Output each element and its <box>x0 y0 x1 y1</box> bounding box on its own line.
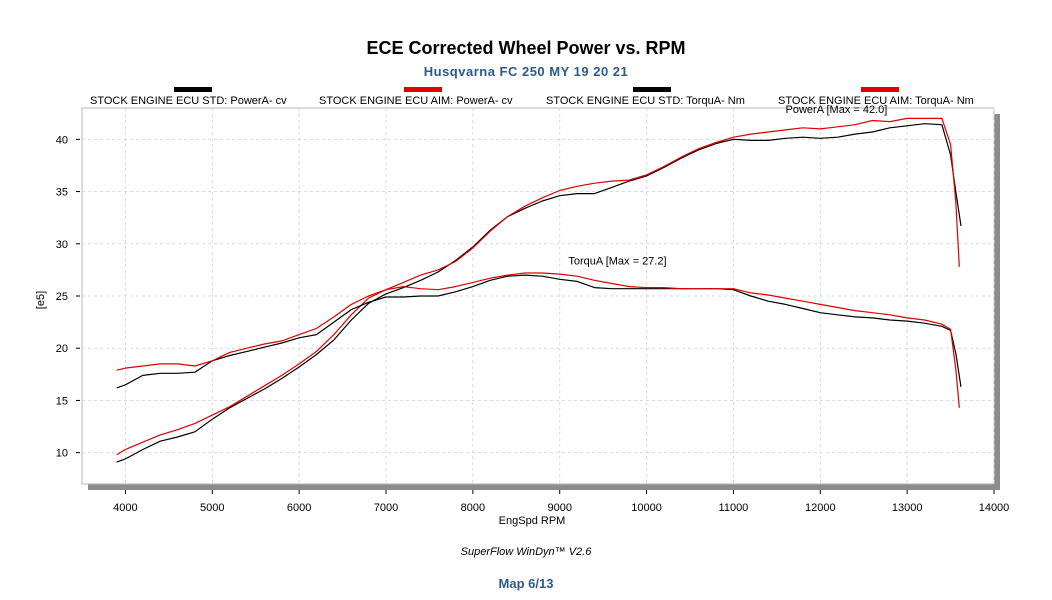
y-tick-label: 10 <box>56 448 68 460</box>
y-axis-title: [e5] <box>35 291 47 309</box>
y-tick-label: 20 <box>56 343 68 355</box>
legend-swatch-std-torque <box>633 87 671 92</box>
x-tick-label: 4000 <box>113 502 137 514</box>
x-tick-label: 8000 <box>461 502 485 514</box>
legend-label-std-torque: STOCK ENGINE ECU STD: TorquA- Nm <box>546 95 745 107</box>
series-line-2 <box>116 274 962 389</box>
map-label: Map 6/13 <box>498 576 554 591</box>
x-tick-label: 5000 <box>200 502 224 514</box>
y-tick-label: 25 <box>56 291 68 303</box>
y-tick-label: 35 <box>56 187 68 199</box>
series-line-0 <box>116 123 962 463</box>
x-tick-label: 11000 <box>719 502 749 514</box>
annotation-0: PowerA [Max = 42.0] <box>786 104 888 116</box>
x-tick-label: 10000 <box>631 502 662 514</box>
y-tick-label: 15 <box>56 395 68 407</box>
x-tick-label: 9000 <box>547 502 571 514</box>
legend-label-aim-power: STOCK ENGINE ECU AIM: PowerA- cv <box>319 95 513 107</box>
legend-swatch-aim-torque <box>861 87 899 92</box>
y-tick-label: 40 <box>56 134 68 146</box>
x-tick-label: 12000 <box>805 502 836 514</box>
y-tick-label: 30 <box>56 239 68 251</box>
chart-title: ECE Corrected Wheel Power vs. RPM <box>366 38 686 58</box>
x-tick-label: 7000 <box>374 502 398 514</box>
software-footer: SuperFlow WinDyn™ V2.6 <box>460 546 592 558</box>
legend-label-aim-torque: STOCK ENGINE ECU AIM: TorquA- Nm <box>778 95 974 107</box>
legend-label-std-power: STOCK ENGINE ECU STD: PowerA- cv <box>90 95 287 107</box>
legend-swatch-aim-power <box>404 87 442 92</box>
annotation-1: TorquA [Max = 27.2] <box>568 256 666 268</box>
x-tick-label: 6000 <box>287 502 311 514</box>
legend-swatch-std-power <box>174 87 212 92</box>
series-line-1 <box>116 117 960 456</box>
x-tick-label: 14000 <box>979 502 1010 514</box>
x-tick-label: 13000 <box>892 502 923 514</box>
series-line-3 <box>116 272 960 408</box>
x-axis-title: EngSpd RPM <box>499 515 566 527</box>
chart-subtitle: Husqvarna FC 250 MY 19 20 21 <box>423 64 629 79</box>
